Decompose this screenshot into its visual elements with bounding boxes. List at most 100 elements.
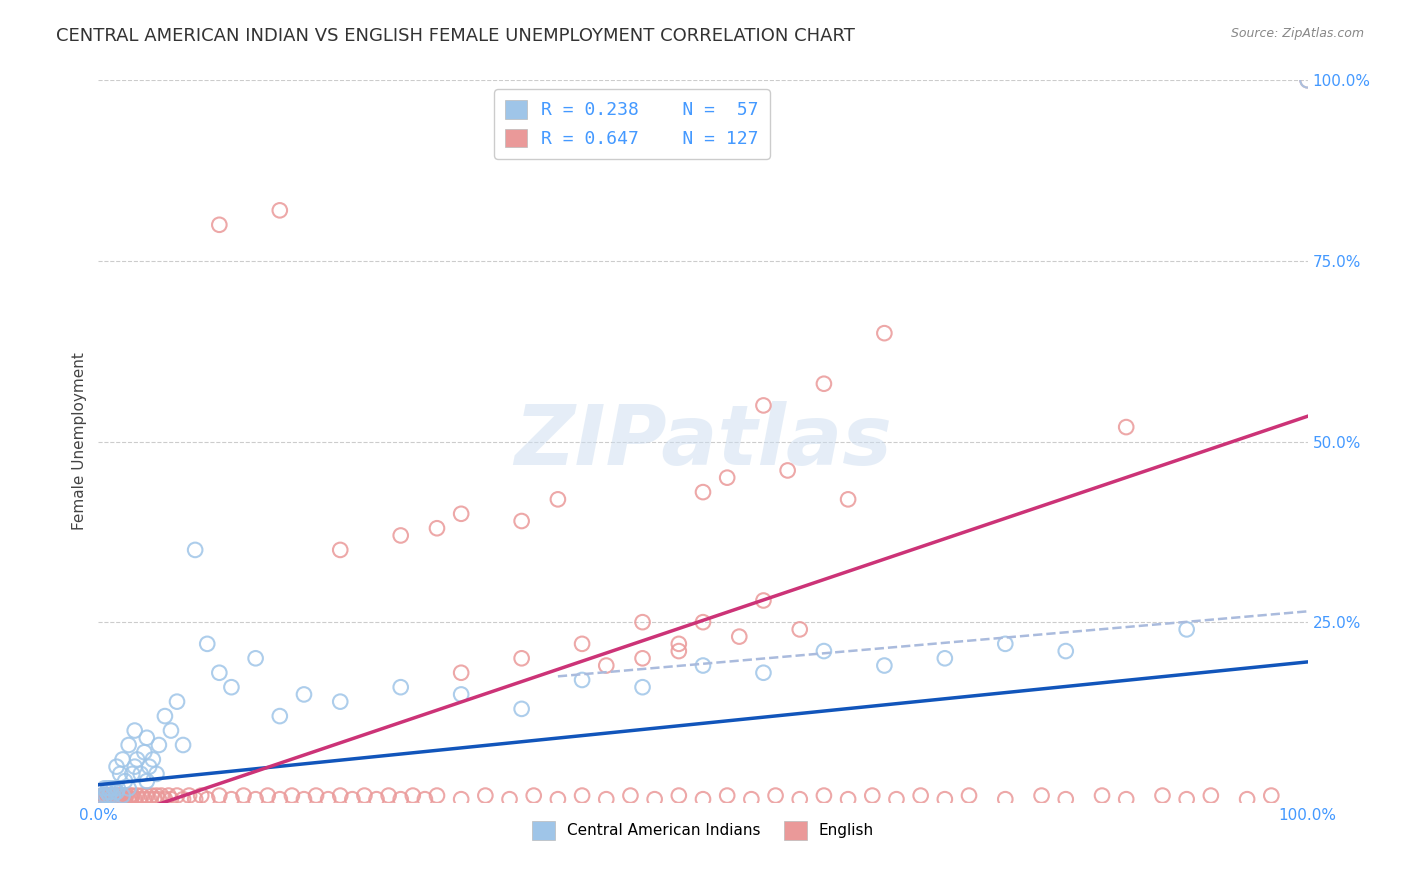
Point <box>127 789 149 803</box>
Point <box>134 792 156 806</box>
Point <box>426 521 449 535</box>
Point <box>96 785 118 799</box>
Point <box>269 709 291 723</box>
Point <box>292 792 315 806</box>
Point <box>837 492 859 507</box>
Point <box>98 789 121 803</box>
Point <box>195 792 218 806</box>
Point <box>860 789 883 803</box>
Point <box>100 792 122 806</box>
Point <box>329 695 352 709</box>
Point <box>138 760 160 774</box>
Point <box>135 789 157 803</box>
Point <box>98 789 121 803</box>
Point <box>97 792 120 806</box>
Point <box>148 738 170 752</box>
Point <box>789 623 811 637</box>
Point <box>121 789 143 803</box>
Point <box>389 680 412 694</box>
Point <box>1296 73 1319 87</box>
Point <box>789 792 811 806</box>
Point <box>389 792 412 806</box>
Point <box>135 731 157 745</box>
Point <box>118 792 141 806</box>
Point <box>127 752 149 766</box>
Point <box>765 789 787 803</box>
Point <box>105 789 128 803</box>
Point <box>124 723 146 738</box>
Point <box>172 738 194 752</box>
Point <box>93 789 115 803</box>
Point <box>110 789 132 803</box>
Point <box>1152 789 1174 803</box>
Point <box>776 463 799 477</box>
Point <box>134 745 156 759</box>
Point <box>256 789 278 803</box>
Point <box>668 644 690 658</box>
Point <box>131 789 153 803</box>
Point <box>129 767 152 781</box>
Point <box>716 789 738 803</box>
Point <box>108 767 131 781</box>
Point <box>157 789 180 803</box>
Point <box>547 492 569 507</box>
Point <box>115 789 138 803</box>
Point <box>389 528 412 542</box>
Point <box>107 792 129 806</box>
Point <box>450 792 472 806</box>
Point <box>101 789 124 803</box>
Point <box>118 738 141 752</box>
Point <box>208 665 231 680</box>
Point <box>124 760 146 774</box>
Point <box>232 789 254 803</box>
Point <box>148 792 170 806</box>
Point <box>740 792 762 806</box>
Point <box>145 767 167 781</box>
Point <box>91 789 114 803</box>
Point <box>716 470 738 484</box>
Point <box>135 774 157 789</box>
Point <box>245 651 267 665</box>
Point <box>107 781 129 796</box>
Point <box>631 680 654 694</box>
Point <box>100 789 122 803</box>
Point <box>103 781 125 796</box>
Point <box>1175 623 1198 637</box>
Point <box>96 789 118 803</box>
Point <box>366 792 388 806</box>
Point <box>510 514 533 528</box>
Point <box>644 792 666 806</box>
Point <box>813 644 835 658</box>
Point <box>100 785 122 799</box>
Point <box>111 789 134 803</box>
Point <box>547 792 569 806</box>
Point <box>1031 789 1053 803</box>
Point <box>934 651 956 665</box>
Point <box>100 781 122 796</box>
Point <box>342 792 364 806</box>
Point <box>571 637 593 651</box>
Point <box>994 637 1017 651</box>
Point <box>402 789 425 803</box>
Point <box>510 702 533 716</box>
Point <box>111 752 134 766</box>
Point <box>994 792 1017 806</box>
Point <box>692 485 714 500</box>
Point <box>752 665 775 680</box>
Point <box>957 789 980 803</box>
Point <box>450 507 472 521</box>
Point <box>150 789 173 803</box>
Point <box>208 218 231 232</box>
Point <box>166 695 188 709</box>
Point <box>426 789 449 803</box>
Point <box>172 792 194 806</box>
Point <box>190 789 212 803</box>
Point <box>752 593 775 607</box>
Point <box>105 785 128 799</box>
Point <box>692 792 714 806</box>
Point <box>97 781 120 796</box>
Point <box>353 789 375 803</box>
Legend: Central American Indians, English: Central American Indians, English <box>526 815 880 846</box>
Point <box>413 792 436 806</box>
Text: CENTRAL AMERICAN INDIAN VS ENGLISH FEMALE UNEMPLOYMENT CORRELATION CHART: CENTRAL AMERICAN INDIAN VS ENGLISH FEMAL… <box>56 27 855 45</box>
